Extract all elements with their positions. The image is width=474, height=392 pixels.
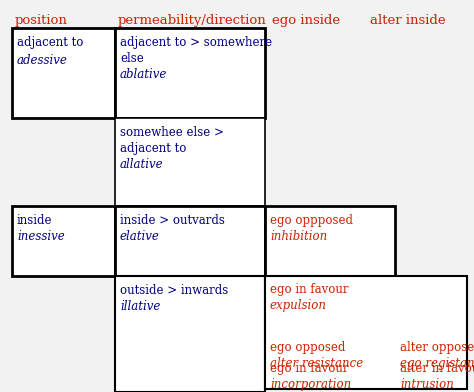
Text: alter resistance: alter resistance — [270, 357, 363, 370]
Text: somewhee else >: somewhee else > — [120, 126, 224, 139]
Bar — [265, 276, 467, 389]
Text: alter opposed: alter opposed — [400, 341, 474, 354]
Bar — [12, 28, 115, 118]
Text: adjacent to: adjacent to — [120, 142, 186, 155]
Bar — [265, 206, 395, 276]
Text: inside > outvards: inside > outvards — [120, 214, 225, 227]
Text: position: position — [15, 14, 68, 27]
Bar — [115, 28, 265, 118]
Bar — [265, 276, 395, 334]
Text: ablative: ablative — [120, 68, 167, 81]
Text: ego inside: ego inside — [272, 14, 340, 27]
Text: allative: allative — [120, 158, 164, 171]
Text: expulsion: expulsion — [270, 299, 327, 312]
Text: adessive: adessive — [17, 54, 68, 67]
Bar — [115, 276, 265, 392]
Text: else: else — [120, 52, 144, 65]
Bar — [265, 334, 395, 389]
Text: inessive: inessive — [17, 230, 65, 243]
Text: ego opposed: ego opposed — [270, 341, 346, 354]
Text: inside: inside — [17, 214, 53, 227]
Text: adjacent to > somewhere: adjacent to > somewhere — [120, 36, 272, 49]
Bar — [12, 206, 115, 276]
Text: permeability/direction: permeability/direction — [118, 14, 267, 27]
Text: inhibition: inhibition — [270, 230, 327, 243]
Text: alter in favour: alter in favour — [400, 362, 474, 375]
Text: adjacent to: adjacent to — [17, 36, 83, 49]
Text: incorporation: incorporation — [270, 378, 351, 391]
Text: alter inside: alter inside — [370, 14, 446, 27]
Text: elative: elative — [120, 230, 160, 243]
Text: ego in favour: ego in favour — [270, 283, 348, 296]
Bar — [395, 334, 467, 389]
Text: ego oppposed: ego oppposed — [270, 214, 353, 227]
Text: ego registance: ego registance — [400, 357, 474, 370]
Text: outside > inwards: outside > inwards — [120, 284, 228, 297]
Text: illative: illative — [120, 300, 160, 313]
Text: ego in favour: ego in favour — [270, 362, 348, 375]
Bar — [115, 206, 265, 276]
Bar — [115, 118, 265, 206]
Text: intrusion: intrusion — [400, 378, 454, 391]
